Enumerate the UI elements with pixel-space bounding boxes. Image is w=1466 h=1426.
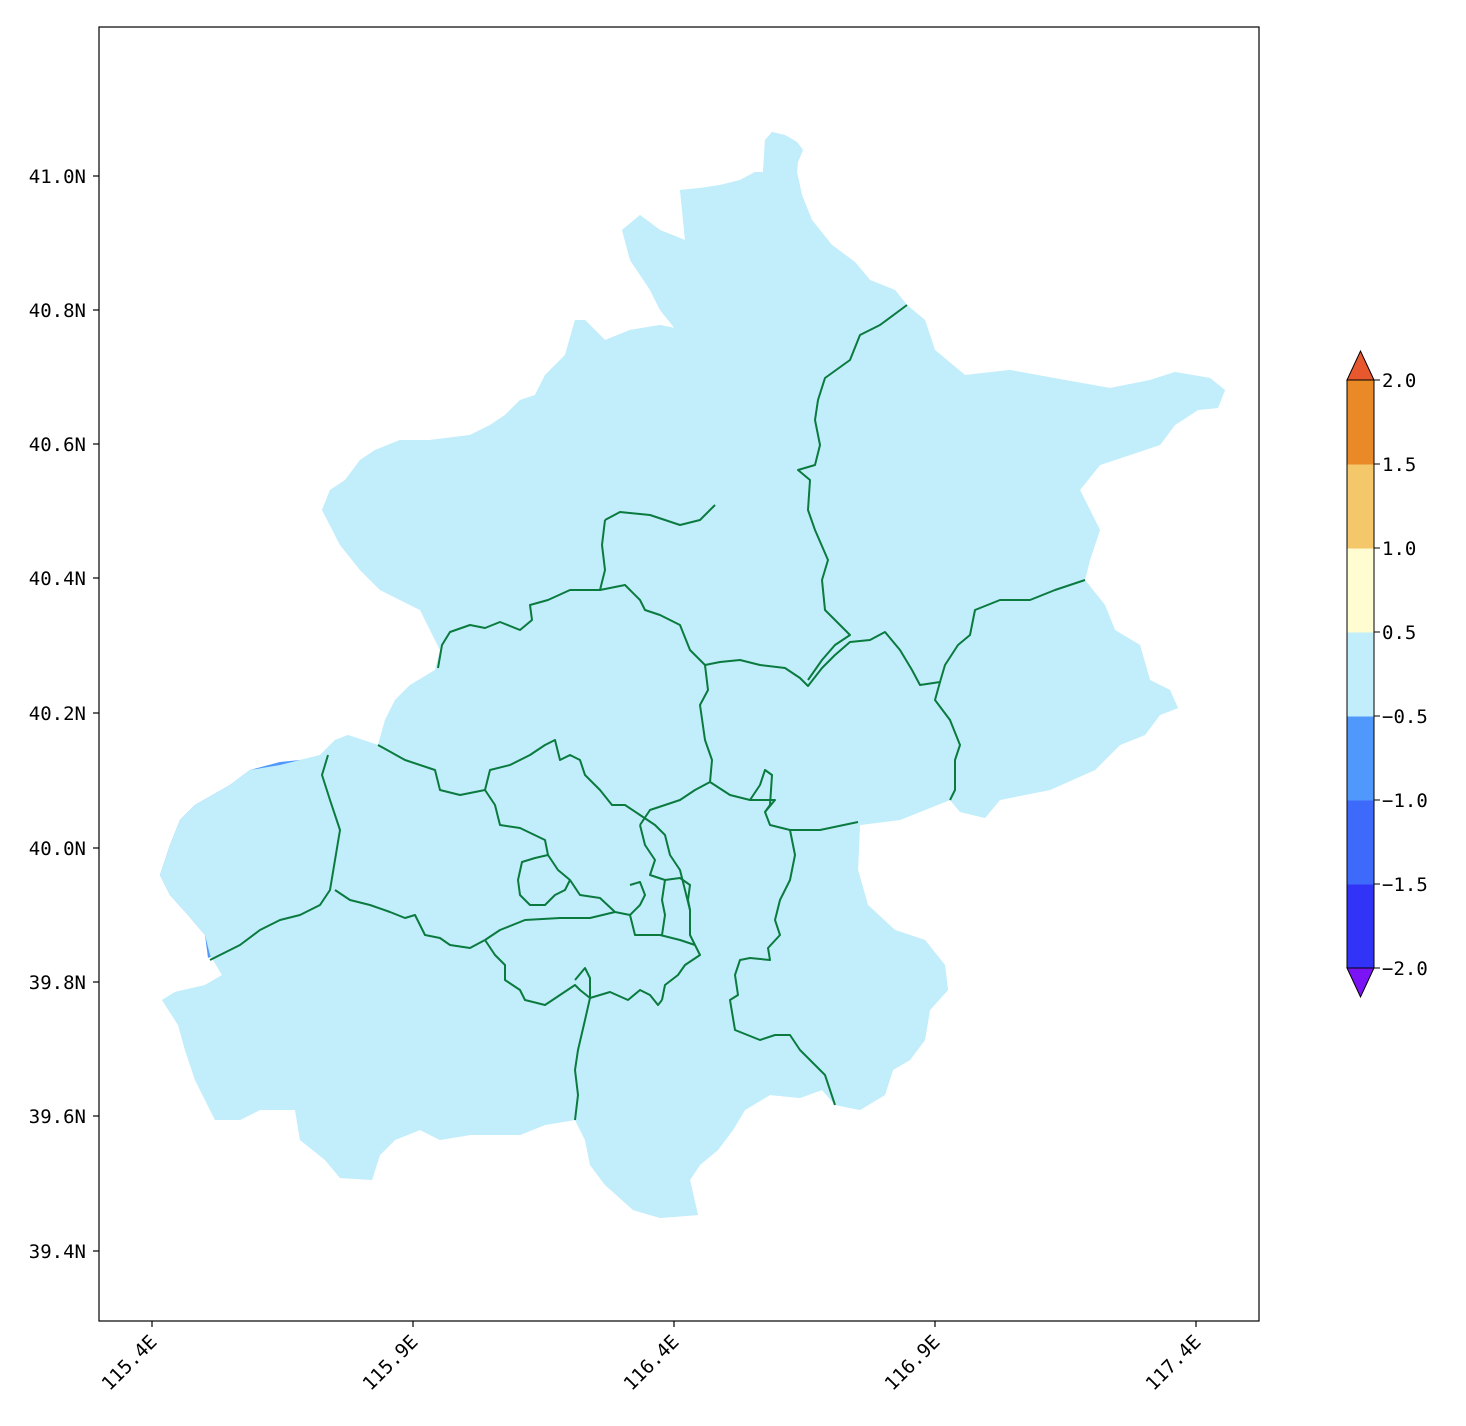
colorbar-segment: [1347, 632, 1374, 717]
colorbar-tick-label: 1.0: [1382, 538, 1416, 560]
lat-label: 39.6N: [29, 1106, 86, 1128]
colorbar-segment: [1347, 548, 1374, 633]
colorbar-segment: [1347, 380, 1374, 465]
lon-label: 115.4E: [97, 1331, 161, 1395]
colorbar-outline: [1346, 379, 1375, 969]
lat-label: 40.0N: [29, 838, 86, 860]
lon-label: 115.9E: [358, 1331, 422, 1395]
district-boundaries: [209, 304, 1086, 1121]
colorbar-segment: [1347, 800, 1374, 885]
colorbar-tick-label: 0.5: [1382, 622, 1416, 644]
lat-label: 40.4N: [29, 568, 86, 590]
colorbar-tick-label: 2.0: [1382, 370, 1416, 392]
colorbar-tick-label: 1.5: [1382, 454, 1416, 476]
x-axis-labels: 115.4E 115.9E 116.4E 116.9E 117.4E: [97, 1331, 1205, 1395]
lat-label: 40.8N: [29, 300, 86, 322]
colorbar-extend-low: [1346, 967, 1375, 999]
colorbar-segment: [1347, 464, 1374, 549]
colorbar-tick-label: −0.5: [1382, 706, 1428, 728]
colorbar-extend-high: [1346, 349, 1375, 381]
colorbar: 2.0 1.5 1.0 0.5 −0.5 −1.0 −1.5 −2.0: [1346, 349, 1428, 999]
colorbar-tick-label: −2.0: [1382, 958, 1428, 980]
lon-label: 117.4E: [1141, 1331, 1205, 1395]
colorbar-tick-label: −1.0: [1382, 790, 1428, 812]
colorbar-segment: [1347, 884, 1374, 969]
colorbar-tick-label: −1.5: [1382, 874, 1428, 896]
lat-label: 41.0N: [29, 166, 86, 188]
lon-label: 116.9E: [880, 1331, 944, 1395]
lat-label: 40.6N: [29, 434, 86, 456]
y-axis-labels: 41.0N 40.8N 40.6N 40.4N 40.2N 40.0N 39.8…: [29, 166, 86, 1263]
x-axis-ticks: [151, 1321, 1197, 1327]
lat-label: 39.4N: [29, 1241, 86, 1263]
lon-label: 116.4E: [619, 1331, 683, 1395]
lat-label: 39.8N: [29, 972, 86, 994]
y-axis-ticks: [93, 175, 99, 1252]
colorbar-segment: [1347, 716, 1374, 801]
lat-label: 40.2N: [29, 703, 86, 725]
